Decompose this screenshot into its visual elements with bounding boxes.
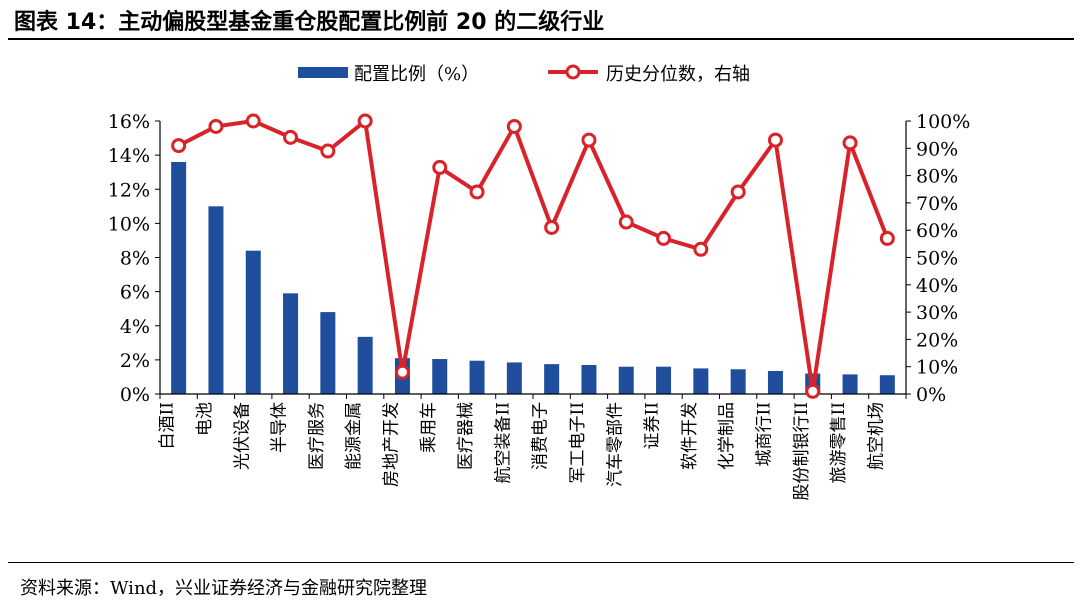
line-point [283,129,299,145]
line-point [544,219,560,235]
left-tick-label: 2% [120,350,150,372]
right-tick-label: 70% [916,193,958,215]
line-point [208,118,224,134]
category-label: 能源金属 [344,402,364,470]
bar [320,312,336,394]
right-tick-label: 100% [916,111,970,133]
category-label: 航空装备II [493,402,513,483]
category-label: 软件开发 [680,402,700,470]
bar [842,374,858,394]
category-label: 旅游零售II [829,402,849,483]
source-note: 资料来源：Wind，兴业证券经济与金融研究院整理 [20,578,428,599]
bar [245,250,261,394]
bar [730,369,746,394]
bar [618,366,634,394]
category-label: 医疗服务 [307,402,327,470]
category-label: 军工电子II [568,402,588,483]
category-label: 医疗器械 [456,402,476,470]
right-tick-label: 20% [916,329,958,351]
right-tick-label: 10% [916,357,958,379]
right-tick-label: 90% [916,138,958,160]
left-tick-label: 8% [120,248,150,270]
right-tick-label: 0% [916,384,946,406]
category-label: 光伏设备 [232,402,252,470]
category-label: 房地产开发 [381,402,401,487]
category-label: 股份制银行II [792,402,812,500]
bar [656,366,672,394]
bar [469,360,485,394]
legend-bar-swatch [298,67,348,78]
category-label: 证券II [643,402,663,449]
line-point [581,132,597,148]
left-tick-label: 0% [120,384,150,406]
title-divider [8,38,1074,40]
left-tick-label: 12% [108,179,150,201]
line-point [245,113,261,129]
line-point [767,132,783,148]
legend-line-marker [565,64,581,80]
line-point [357,113,373,129]
bar [581,364,597,394]
category-label: 汽车零部件 [605,402,625,487]
left-tick-label: 4% [120,316,150,338]
legend-line-label: 历史分位数，右轴 [606,64,750,85]
line-point [805,383,821,399]
bar [693,368,709,394]
bar [283,293,299,394]
bar [171,161,187,394]
line-point [432,159,448,175]
line-point [394,364,410,380]
right-tick-label: 40% [916,275,958,297]
page-title: 图表 14：主动偏股型基金重仓股配置比例前 20 的二级行业 [14,10,605,35]
line-point [506,118,522,134]
bar [208,206,224,394]
line-point [171,138,187,154]
left-tick-label: 16% [108,111,150,133]
bar [767,370,783,394]
line-point [730,184,746,200]
bar [432,359,448,394]
legend: 配置比例（%） 历史分位数，右轴 [298,64,750,85]
category-label: 电池 [195,402,215,436]
category-label: 消费电子 [531,402,551,470]
left-tick-label: 6% [120,282,150,304]
line-point [656,230,672,246]
category-label: 航空机场 [866,402,886,470]
right-tick-label: 60% [916,220,958,242]
right-tick-label: 80% [916,166,958,188]
line-point [320,143,336,159]
left-tick-label: 10% [108,213,150,235]
category-label: 半导体 [270,402,290,453]
legend-bar-label: 配置比例（%） [354,64,479,85]
category-label: 城商行II [754,402,774,466]
bar [544,364,560,394]
line-point [618,214,634,230]
category-label: 白酒II [158,402,178,449]
footer-divider [8,562,1074,563]
line-point [469,184,485,200]
bar [506,362,522,394]
right-tick-label: 50% [916,248,958,270]
category-label: 乘用车 [419,402,439,453]
right-tick-label: 30% [916,302,958,324]
line-point [693,241,709,257]
category-label: 化学制品 [717,402,737,470]
line-point [842,135,858,151]
left-tick-label: 14% [108,145,150,167]
bar [879,375,895,394]
line-point [879,230,895,246]
bar [357,336,373,394]
